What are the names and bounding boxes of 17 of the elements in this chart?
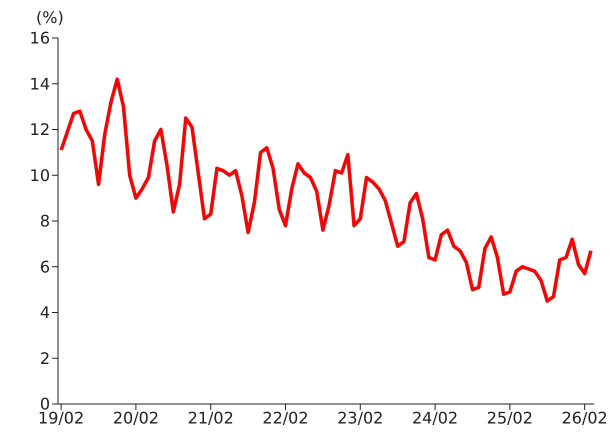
- y-tick-label: 4: [40, 303, 50, 322]
- x-tick-label: 20/02: [112, 408, 159, 428]
- y-tick-label: 16: [30, 28, 50, 48]
- y-tick-label: 12: [30, 120, 50, 140]
- y-axis-title: (%): [36, 8, 64, 27]
- x-tick-label: 24/02: [412, 408, 458, 428]
- x-tick-label: 21/02: [188, 408, 234, 428]
- y-tick-label: 2: [40, 348, 50, 368]
- y-tick-label: 14: [30, 74, 50, 94]
- line-series: [59, 77, 593, 303]
- x-tick-label: 22/02: [262, 408, 309, 428]
- y-tick-label: 8: [40, 212, 50, 231]
- x-tick-label: 26/02: [562, 408, 608, 428]
- y-tick-label: 10: [30, 166, 50, 185]
- x-tick-label: 23/02: [337, 408, 384, 428]
- x-tick-label: 25/02: [486, 408, 533, 428]
- y-tick-label: 6: [40, 257, 50, 276]
